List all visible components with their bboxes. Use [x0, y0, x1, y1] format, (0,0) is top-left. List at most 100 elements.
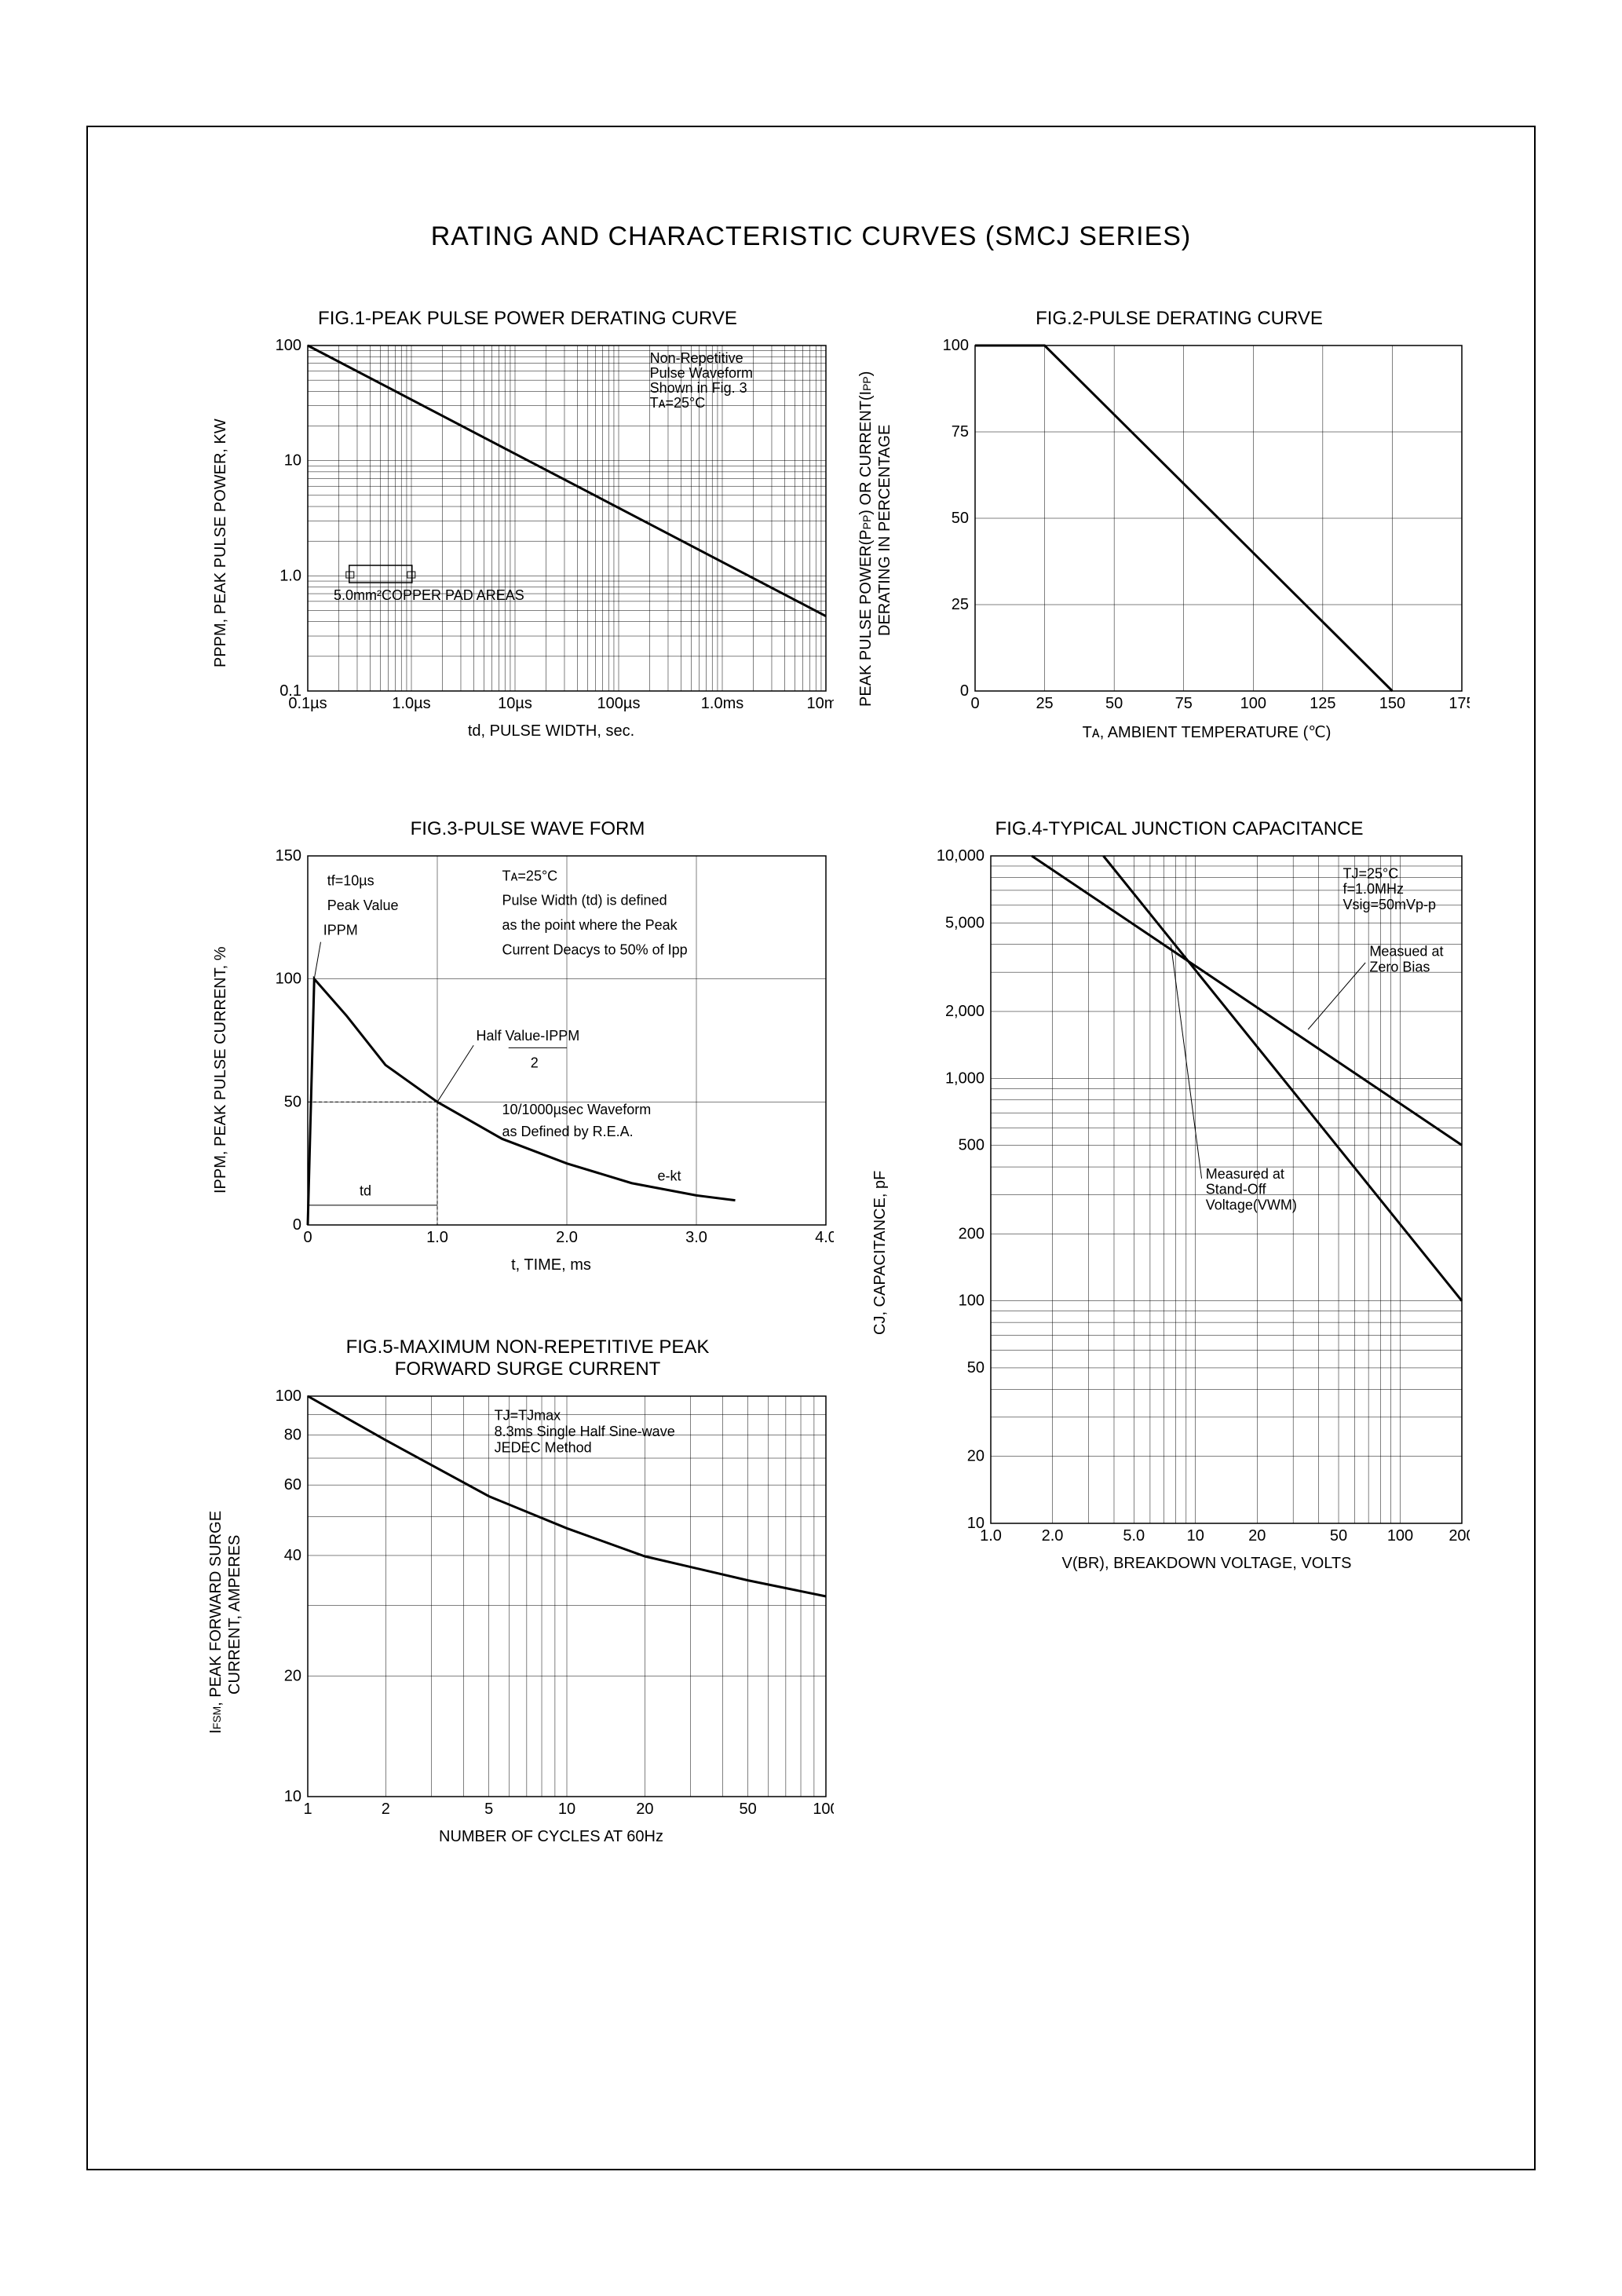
svg-text:1.0ms: 1.0ms [701, 695, 743, 712]
svg-text:1,000: 1,000 [945, 1069, 985, 1087]
svg-text:10: 10 [558, 1801, 575, 1818]
svg-text:JEDEC Method: JEDEC Method [495, 1439, 592, 1455]
svg-text:2.0: 2.0 [556, 1229, 578, 1246]
svg-text:20: 20 [967, 1448, 985, 1465]
svg-text:25: 25 [952, 596, 969, 613]
svg-text:150: 150 [276, 848, 301, 865]
fig2-ylabel-line2: DERATING IN PERCENTAGE [876, 425, 894, 636]
svg-text:50: 50 [952, 510, 969, 527]
svg-text:as Defined by R.E.A.: as Defined by R.E.A. [502, 1124, 634, 1139]
svg-text:60: 60 [284, 1476, 301, 1493]
fig3-ylabel: IPPM, PEAK PULSE CURRENT, % [212, 946, 230, 1194]
svg-text:Shown in Fig. 3: Shown in Fig. 3 [650, 380, 747, 396]
svg-text:0.1: 0.1 [279, 682, 301, 700]
fig5-xlabel: NUMBER OF CYCLES AT 60Hz [269, 1828, 834, 1846]
svg-text:TJ=TJmax: TJ=TJmax [495, 1408, 561, 1424]
svg-text:4.0: 4.0 [815, 1229, 834, 1246]
fig2-title: FIG.2-PULSE DERATING CURVE [881, 308, 1478, 330]
svg-text:175: 175 [1448, 695, 1470, 712]
svg-text:td: td [360, 1183, 371, 1198]
fig4-chart: 1.02.05.01020501002001020501002005001,00… [936, 848, 1470, 1555]
fig1-xlabel: td, PULSE WIDTH, sec. [269, 722, 834, 740]
svg-text:Half Value-IPPM: Half Value-IPPM [477, 1028, 580, 1044]
svg-text:10: 10 [284, 452, 301, 470]
svg-text:Measured at: Measured at [1206, 1166, 1284, 1182]
svg-text:20: 20 [1248, 1527, 1266, 1545]
svg-text:50: 50 [1330, 1527, 1347, 1545]
svg-text:50: 50 [740, 1801, 757, 1818]
svg-text:f=1.0MHz: f=1.0MHz [1343, 881, 1405, 897]
fig2-ylabel: PEAK PULSE POWER(PPP) OR CURRENT(IPP) [857, 371, 875, 707]
svg-text:TJ=25°C: TJ=25°C [1343, 865, 1399, 881]
svg-text:5: 5 [484, 1801, 493, 1818]
fig2-xlabel: Tᴀ, AMBIENT TEMPERATURE (℃) [936, 722, 1478, 742]
svg-text:e-kt: e-kt [658, 1168, 681, 1184]
svg-text:50: 50 [1105, 695, 1123, 712]
svg-text:3.0: 3.0 [685, 1229, 707, 1246]
svg-text:2,000: 2,000 [945, 1003, 985, 1020]
svg-text:50: 50 [284, 1093, 301, 1110]
svg-text:10µs: 10µs [498, 695, 532, 712]
svg-text:5.0mm²COPPER PAD AREAS: 5.0mm²COPPER PAD AREAS [334, 587, 524, 603]
svg-text:Voltage(VWM): Voltage(VWM) [1206, 1197, 1297, 1213]
svg-text:IPPM: IPPM [323, 922, 358, 938]
svg-text:100: 100 [1240, 695, 1266, 712]
content-frame: RATING AND CHARACTERISTIC CURVES (SMCJ S… [86, 126, 1536, 2170]
svg-text:Stand-Off: Stand-Off [1206, 1182, 1267, 1197]
fig2-ylabel-line1: PEAK PULSE POWER(PPP) OR CURRENT(IPP) [857, 371, 875, 707]
svg-text:Tᴀ=25°C: Tᴀ=25°C [502, 868, 558, 883]
svg-text:100: 100 [276, 1388, 301, 1405]
svg-text:Zero Bias: Zero Bias [1369, 959, 1430, 974]
svg-text:10/1000µsec Waveform: 10/1000µsec Waveform [502, 1102, 652, 1117]
svg-text:50: 50 [967, 1359, 985, 1377]
svg-text:5,000: 5,000 [945, 914, 985, 931]
svg-text:0: 0 [960, 682, 969, 700]
svg-text:10,000: 10,000 [937, 848, 985, 865]
fig5-ylabel-line2: CURRENT, AMPERES [226, 1535, 244, 1695]
page-title: RATING AND CHARACTERISTIC CURVES (SMCJ S… [88, 221, 1534, 252]
svg-text:500: 500 [959, 1137, 985, 1154]
svg-text:2.0: 2.0 [1042, 1527, 1064, 1545]
svg-text:0: 0 [303, 1229, 312, 1246]
svg-text:8.3ms Single Half Sine-wave: 8.3ms Single Half Sine-wave [495, 1424, 675, 1439]
svg-text:Pulse Width (td) is defined: Pulse Width (td) is defined [502, 893, 667, 909]
svg-text:1.0: 1.0 [426, 1229, 448, 1246]
svg-text:Tᴀ=25°C: Tᴀ=25°C [650, 395, 706, 411]
svg-text:125: 125 [1310, 695, 1335, 712]
svg-text:40: 40 [284, 1547, 301, 1564]
fig4-title: FIG.4-TYPICAL JUNCTION CAPACITANCE [881, 818, 1478, 840]
svg-text:10: 10 [967, 1515, 985, 1532]
fig5-title: FIG.5-MAXIMUM NON-REPETITIVE PEAK FORWAR… [221, 1336, 834, 1380]
fig5-chart: 1251020501001020406080100TJ=TJmax8.3ms S… [269, 1388, 834, 1828]
svg-text:0: 0 [293, 1216, 301, 1234]
fig1-chart: 0.1µs1.0µs10µs100µs1.0ms10ms0.11.010100N… [269, 338, 834, 722]
svg-text:100: 100 [276, 971, 301, 988]
svg-text:5.0: 5.0 [1123, 1527, 1145, 1545]
svg-text:100: 100 [276, 338, 301, 354]
svg-text:Pulse Waveform: Pulse Waveform [650, 365, 753, 381]
fig5-container: FIG.5-MAXIMUM NON-REPETITIVE PEAK FORWAR… [221, 1336, 834, 1846]
svg-text:75: 75 [1175, 695, 1193, 712]
svg-text:Non-Repetitive: Non-Repetitive [650, 350, 743, 366]
svg-text:1: 1 [303, 1801, 312, 1818]
svg-text:Current Deacys to 50% of Ipp: Current Deacys to 50% of Ipp [502, 941, 688, 957]
svg-text:1.0: 1.0 [279, 567, 301, 584]
fig3-title: FIG.3-PULSE WAVE FORM [221, 818, 834, 840]
svg-text:20: 20 [284, 1667, 301, 1684]
svg-text:10: 10 [284, 1788, 301, 1805]
svg-text:80: 80 [284, 1426, 301, 1443]
svg-text:2: 2 [531, 1055, 539, 1070]
svg-text:200: 200 [1448, 1527, 1470, 1545]
svg-text:100: 100 [1387, 1527, 1413, 1545]
svg-text:100: 100 [959, 1292, 985, 1310]
fig2-container: FIG.2-PULSE DERATING CURVE PEAK PULSE PO… [881, 308, 1478, 742]
fig5-ylabel-line1: IFSM, PEAK FORWARD SURGE [207, 1511, 225, 1734]
svg-text:20: 20 [636, 1801, 653, 1818]
svg-text:25: 25 [1036, 695, 1053, 712]
svg-text:0: 0 [970, 695, 979, 712]
fig3-xlabel: t, TIME, ms [269, 1256, 834, 1274]
svg-text:Measued at: Measued at [1369, 944, 1443, 960]
svg-text:Peak Value: Peak Value [327, 898, 399, 913]
svg-text:100: 100 [943, 338, 969, 354]
svg-text:as the point where the Peak: as the point where the Peak [502, 917, 678, 933]
